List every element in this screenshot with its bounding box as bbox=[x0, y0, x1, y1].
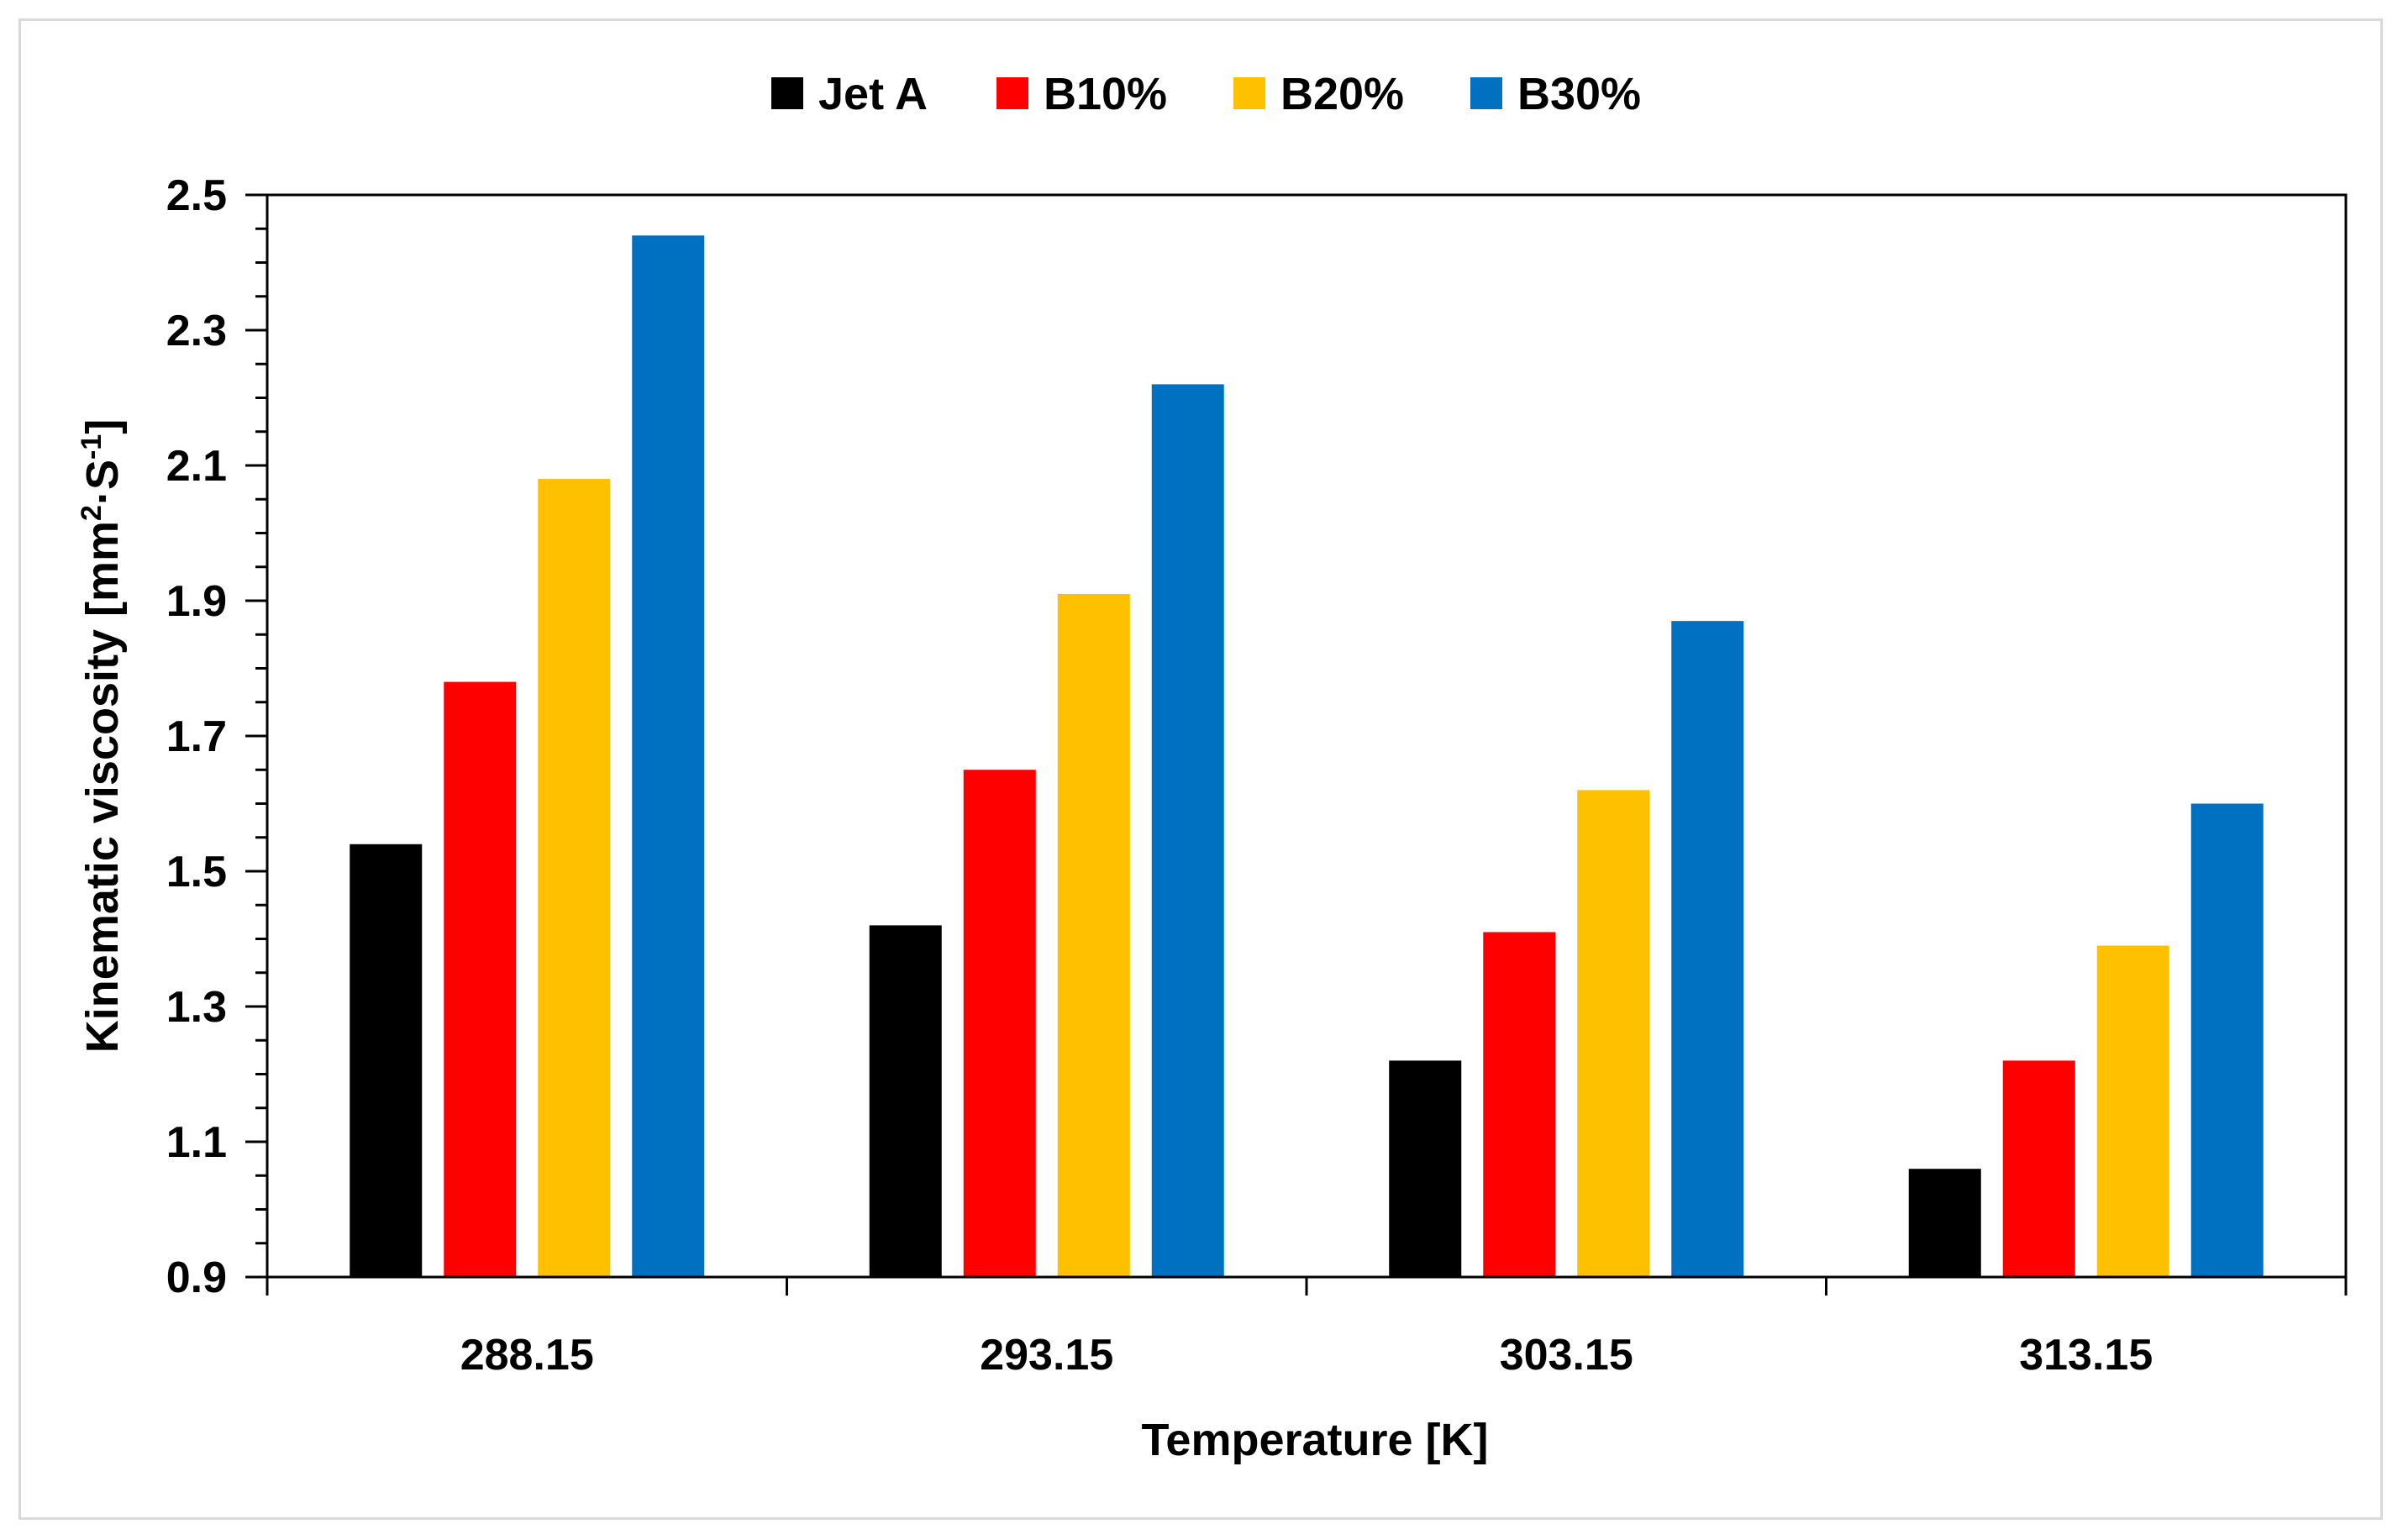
legend-swatch bbox=[1233, 77, 1265, 109]
legend-label: Jet A bbox=[818, 69, 928, 119]
x-tick-label: 288.15 bbox=[460, 1331, 594, 1380]
legend-swatch bbox=[1470, 77, 1502, 109]
y-tick-label: 1.7 bbox=[166, 712, 227, 761]
y-axis-title-main: Kinematic viscosity [mm bbox=[77, 521, 128, 1053]
y-tick-label: 1.1 bbox=[166, 1118, 227, 1167]
bar-b10--288-15 bbox=[444, 681, 517, 1277]
bar-b30--303-15 bbox=[1671, 621, 1744, 1277]
bar-b20--313-15 bbox=[2096, 945, 2169, 1277]
x-tick-label: 293.15 bbox=[980, 1331, 1113, 1380]
legend-swatch bbox=[996, 77, 1028, 109]
bar-b20--288-15 bbox=[538, 479, 611, 1277]
y-axis-title: Kinematic viscosity [mm2·S-1] bbox=[76, 419, 128, 1053]
y-tick-label: 2.1 bbox=[166, 442, 227, 491]
legend: Jet A B10% B20% B30% bbox=[771, 69, 1641, 119]
bar-b10--313-15 bbox=[2002, 1060, 2075, 1277]
bars bbox=[350, 235, 2264, 1277]
bar-b30--293-15 bbox=[1151, 384, 1224, 1277]
bar-jet-a-313-15 bbox=[1908, 1169, 1981, 1277]
bar-b20--293-15 bbox=[1057, 593, 1130, 1277]
y-axis-title-mid: ·S bbox=[77, 460, 128, 505]
legend-label: B10% bbox=[1044, 69, 1167, 119]
y-axis-title-sup1: 2 bbox=[76, 505, 108, 521]
y-tick-label: 1.9 bbox=[166, 577, 227, 626]
y-tick-label: 0.9 bbox=[166, 1254, 227, 1302]
x-tick-label: 303.15 bbox=[1500, 1331, 1633, 1380]
bar-b10--303-15 bbox=[1483, 932, 1556, 1277]
y-axis-title-end: ] bbox=[77, 419, 128, 434]
x-axis-tick-labels: 288.15 293.15 303.15 313.15 bbox=[460, 1331, 2153, 1380]
plot-area-frame bbox=[266, 193, 2348, 1279]
x-axis-title: Temperature [K] bbox=[1141, 1415, 1488, 1465]
bar-jet-a-303-15 bbox=[1389, 1060, 1462, 1277]
y-axis-title-sup2: -1 bbox=[76, 434, 108, 460]
y-tick-label: 2.5 bbox=[166, 171, 227, 220]
x-axis-ticks bbox=[266, 1277, 2348, 1296]
bar-b20--303-15 bbox=[1577, 790, 1650, 1277]
x-tick-label: 313.15 bbox=[2019, 1331, 2153, 1380]
y-tick-label: 1.5 bbox=[166, 848, 227, 896]
legend-label: B20% bbox=[1280, 69, 1404, 119]
bar-jet-a-293-15 bbox=[869, 925, 942, 1277]
bar-b30--313-15 bbox=[2190, 803, 2264, 1277]
bar-b30--288-15 bbox=[632, 235, 705, 1277]
legend-label: B30% bbox=[1517, 69, 1641, 119]
y-axis-ticks bbox=[245, 193, 267, 1279]
bar-b10--293-15 bbox=[963, 770, 1036, 1277]
y-tick-label: 1.3 bbox=[166, 983, 227, 1032]
y-tick-label: 2.3 bbox=[166, 307, 227, 355]
bar-jet-a-288-15 bbox=[350, 844, 423, 1277]
legend-swatch bbox=[771, 77, 803, 109]
y-axis-tick-labels: 0.9 1.1 1.3 1.5 1.7 1.9 2.1 2.3 2.5 bbox=[166, 171, 227, 1302]
